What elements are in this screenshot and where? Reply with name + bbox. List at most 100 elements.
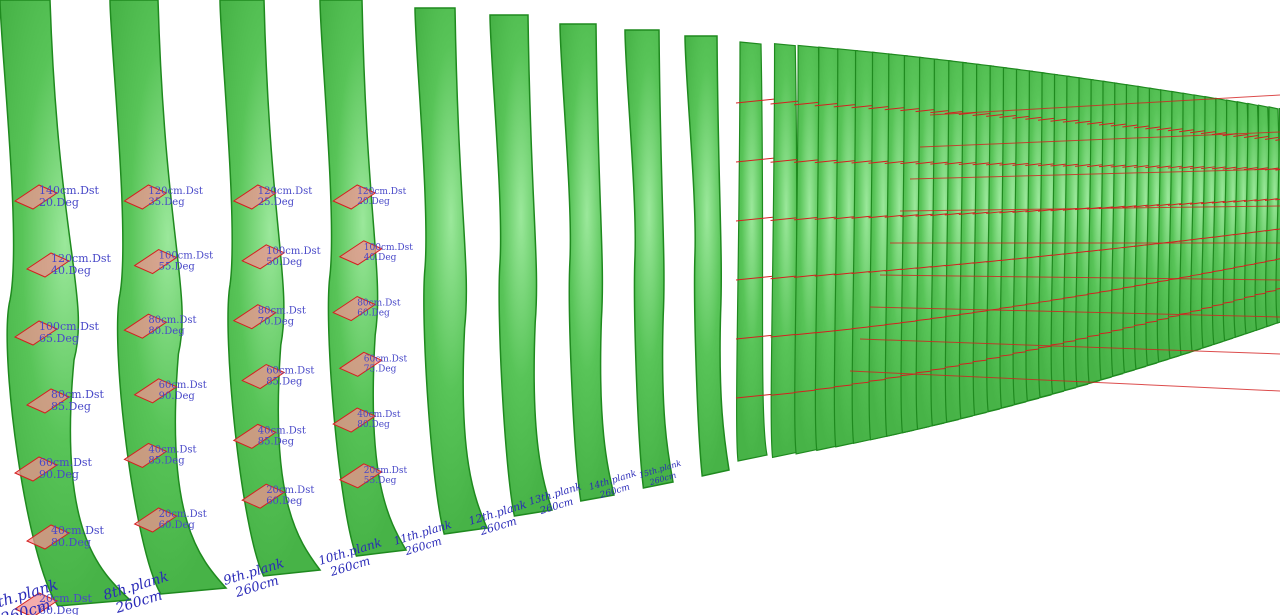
- section-plane: [25, 252, 71, 278]
- plank-15[interactable]: [684, 35, 730, 477]
- angle-label: 40.Deg: [364, 253, 397, 263]
- plank-layer: [0, 0, 730, 615]
- section-line: [735, 98, 776, 104]
- section-plane: [241, 244, 286, 270]
- plank-12[interactable]: [489, 14, 553, 517]
- distance-label: 120cm.Dst: [51, 252, 112, 265]
- plank-11[interactable]: [414, 7, 489, 535]
- angle-label: 70.Deg: [258, 317, 295, 328]
- angle-label: 90.Deg: [159, 391, 196, 402]
- distance-label: 100cm.Dst: [159, 251, 214, 262]
- section-line: [735, 334, 776, 340]
- distance-label: 60cm.Dst: [39, 456, 93, 469]
- section-plane: [123, 313, 168, 339]
- angle-label: 60.Deg: [159, 520, 196, 531]
- angle-label: 65.Deg: [39, 332, 79, 345]
- section-plane: [123, 442, 168, 468]
- angle-label: 85.Deg: [148, 455, 185, 466]
- distance-label: 20cm.Dst: [39, 592, 93, 605]
- angle-label: 60.Deg: [357, 309, 390, 319]
- distance-label: 40cm.Dst: [148, 444, 196, 455]
- angle-label: 40.Deg: [51, 264, 91, 277]
- section-line: [735, 393, 776, 399]
- section-line: [859, 338, 1280, 355]
- angle-label: 55.Deg: [159, 262, 196, 273]
- section-line: [909, 168, 1280, 180]
- section-plane: [332, 407, 377, 433]
- section-plane: [241, 363, 286, 390]
- distance-label: 20cm.Dst: [266, 485, 314, 496]
- distance-label: 80cm.Dst: [148, 315, 196, 326]
- distance-label: 120cm.Dst: [258, 186, 313, 197]
- angle-label: 50.Deg: [266, 257, 303, 268]
- distance-label: 20cm.Dst: [364, 466, 408, 476]
- section-plane: [133, 507, 178, 533]
- distance-label: 120cm.Dst: [357, 187, 406, 197]
- section-plane: [13, 456, 59, 482]
- angle-label: 85.Deg: [258, 436, 295, 447]
- distance-label: 60cm.Dst: [266, 366, 314, 377]
- distance-label: 100cm.Dst: [266, 246, 321, 257]
- plank-8[interactable]: [109, 0, 228, 595]
- plank-13[interactable]: [559, 23, 615, 502]
- angle-label: 35.Deg: [148, 197, 185, 208]
- section-plane: [25, 524, 71, 550]
- plank-7[interactable]: [0, 0, 132, 607]
- distance-label: 100cm.Dst: [39, 320, 100, 333]
- far-plank: [1275, 107, 1280, 324]
- distance-label: 40cm.Dst: [51, 524, 105, 537]
- plank-14[interactable]: [624, 29, 674, 489]
- section-line: [879, 274, 1280, 281]
- section-line: [1264, 136, 1280, 140]
- section-line: [929, 94, 1280, 116]
- far-plank-layer: [735, 41, 1280, 462]
- distance-label: 40cm.Dst: [357, 410, 401, 420]
- angle-label: 75.Deg: [364, 364, 397, 374]
- section-plane: [13, 592, 59, 615]
- angle-label: 55.Deg: [364, 476, 397, 486]
- section-line: [735, 157, 776, 163]
- distance-label: 80cm.Dst: [51, 388, 105, 401]
- section-plane: [232, 184, 277, 210]
- section-plane: [123, 184, 168, 210]
- distance-label: 140cm.Dst: [39, 184, 100, 197]
- section-plane: [338, 463, 383, 489]
- section-plane: [232, 304, 277, 330]
- angle-label: 25.Deg: [258, 197, 295, 208]
- section-plane: [332, 295, 377, 322]
- plank-9[interactable]: [219, 0, 322, 577]
- section-plane: [133, 378, 178, 404]
- angle-label: 60.Deg: [266, 496, 303, 507]
- section-line: [849, 370, 1280, 392]
- section-plane: [332, 184, 377, 210]
- distance-label: 60cm.Dst: [364, 354, 408, 364]
- section-line: [735, 275, 776, 281]
- section-plane: [338, 240, 383, 266]
- angle-label: 60.Deg: [39, 604, 79, 615]
- far-plank: [736, 41, 768, 462]
- section-plane: [232, 423, 277, 449]
- angle-label: 90.Deg: [39, 468, 79, 481]
- angle-label: 80.Deg: [51, 536, 91, 549]
- section-line: [869, 306, 1280, 318]
- distance-label: 40cm.Dst: [258, 425, 306, 436]
- angle-label: 80.Deg: [148, 326, 185, 337]
- section-plane: [13, 320, 59, 346]
- angle-label: 80.Deg: [357, 420, 390, 430]
- section-plane: [13, 184, 59, 210]
- angle-label: 20.Deg: [357, 197, 390, 207]
- section-line: [735, 216, 776, 222]
- section-plane: [338, 351, 383, 377]
- distance-label: 20cm.Dst: [159, 509, 207, 520]
- section-line: [899, 205, 1280, 212]
- section-line: [919, 131, 1280, 148]
- distance-label: 80cm.Dst: [357, 299, 401, 309]
- distance-label: 60cm.Dst: [159, 380, 207, 391]
- angle-label: 85.Deg: [51, 400, 91, 413]
- distance-label: 80cm.Dst: [258, 306, 306, 317]
